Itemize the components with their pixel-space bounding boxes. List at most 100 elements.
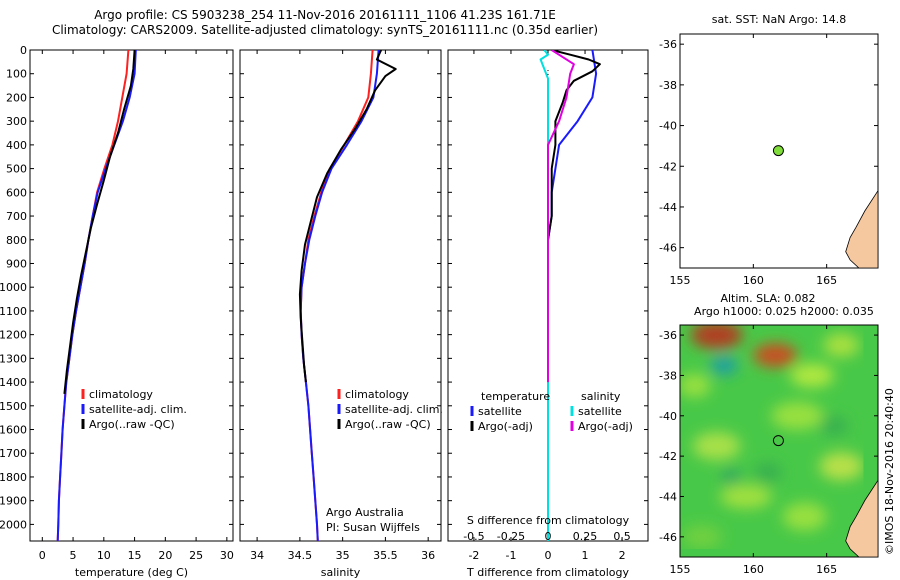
series-group (539, 50, 601, 541)
land-polygon (845, 479, 878, 557)
x-tick-label: 20 (158, 549, 172, 562)
x-tick-label: 165 (816, 274, 837, 287)
y-tick-label: 1000 (0, 281, 27, 294)
legend-label: satellite (478, 405, 522, 418)
legend-label: climatology (345, 388, 409, 401)
y-tick-label: -42 (659, 160, 677, 173)
sla-blob (680, 373, 711, 398)
series-line-sat_s (539, 50, 549, 541)
x2-tick-label: 0.25 (573, 530, 598, 543)
sla-blob (754, 462, 782, 483)
map-frame (679, 324, 879, 558)
map-frame (679, 33, 879, 269)
y-tick-label: 2000 (0, 518, 27, 531)
y-tick-label: -40 (659, 410, 677, 423)
series-line-argo (63, 50, 136, 395)
x-tick-label: 34.5 (288, 549, 313, 562)
y-tick-label: 1600 (0, 424, 27, 437)
x-tick-label: 0 (39, 549, 46, 562)
y-tick-label: -36 (659, 329, 677, 342)
y-tick-label: -38 (659, 79, 677, 92)
x-tick-label: 155 (670, 563, 691, 576)
sla-blob (710, 355, 738, 376)
x-tick-label: -1 (505, 549, 516, 562)
y-tick-label: 900 (6, 257, 27, 270)
y-tick-label: -46 (659, 531, 677, 544)
x-tick-label: -2 (468, 549, 479, 562)
x-tick-label: 35 (336, 549, 350, 562)
series-line-climatology (56, 50, 130, 541)
x-tick-label: 155 (670, 274, 691, 287)
x-tick-label: 34 (250, 549, 264, 562)
series-line-satellite (56, 50, 137, 541)
sla-blob (692, 432, 741, 461)
sla-blob (790, 363, 834, 388)
legend-header: temperature (481, 390, 550, 403)
series-line-satellite (299, 50, 380, 541)
sla-blob (823, 333, 860, 358)
sla-blob (682, 524, 722, 549)
x-tick-label: 15 (128, 549, 142, 562)
x-tick-label: 0 (545, 549, 552, 562)
watermark: ©IMOS 18-Nov-2016 20:40:40 (883, 388, 896, 555)
y-tick-label: 1100 (0, 305, 27, 318)
sla-blob (819, 452, 864, 481)
x2-tick-label: -0.5 (463, 530, 484, 543)
land-polygon (845, 189, 878, 268)
x-tick-label: 165 (816, 563, 837, 576)
sla-title: Altim. SLA: 0.082 (720, 292, 815, 305)
float-marker (772, 435, 784, 447)
x-tick-label: 36 (421, 549, 435, 562)
legend-label: Argo(-adj) (478, 420, 533, 433)
y-tick-label: 700 (6, 210, 27, 223)
y-tick-label: 800 (6, 234, 27, 247)
x-axis-label: salinity (321, 566, 361, 579)
y-tick-label: 600 (6, 186, 27, 199)
legend-label: satellite-adj. clim. (345, 403, 443, 416)
sst-title: sat. SST: NaN Argo: 14.8 (712, 13, 846, 26)
x-tick-label: 35.5 (373, 549, 398, 562)
x2-tick-label: 0 (545, 530, 552, 543)
y-tick-label: 1300 (0, 352, 27, 365)
y-tick-label: 1400 (0, 376, 27, 389)
legend-label: Argo(..raw -QC) (345, 418, 431, 431)
float-marker (772, 145, 784, 157)
legend-label: Argo(..raw -QC) (89, 418, 175, 431)
credit-text: Argo Australia (326, 506, 404, 519)
sla-blob (690, 325, 743, 350)
title-line-1: Argo profile: CS 5903238_254 11-Nov-2016… (94, 8, 556, 22)
series-line-argo_s (547, 50, 575, 383)
sla-blob (771, 401, 824, 430)
map-content (772, 145, 878, 268)
y-tick-label: 200 (6, 91, 27, 104)
y-tick-label: -44 (659, 490, 677, 503)
sla-blob (753, 343, 798, 368)
sla-blob (720, 484, 772, 509)
x-tick-label: 160 (743, 563, 764, 576)
sla-blob (820, 415, 848, 436)
x-tick-label: 10 (97, 549, 111, 562)
series-layer (56, 50, 878, 557)
panel-frame (29, 49, 234, 542)
legend-label: Argo(-adj) (578, 420, 633, 433)
series-group (56, 50, 137, 541)
series-line-argo (298, 50, 397, 383)
y-tick-label: 100 (6, 68, 27, 81)
legend-header: salinity (581, 390, 621, 403)
y-tick-label: -46 (659, 242, 677, 255)
x-tick-label: 30 (220, 549, 234, 562)
y-tick-label: -42 (659, 450, 677, 463)
x-tick-label: 1 (582, 549, 589, 562)
y-tick-label: 0 (20, 44, 27, 57)
x-tick-label: 25 (189, 549, 203, 562)
credit-text: PI: Susan Wijffels (326, 521, 420, 534)
legend-label: climatology (89, 388, 153, 401)
y-tick-label: 400 (6, 139, 27, 152)
series-line-argo (547, 50, 601, 383)
y-tick-label: 300 (6, 115, 27, 128)
sla-blob (721, 468, 742, 485)
panel-frame (239, 49, 442, 542)
legend-label: satellite (578, 405, 622, 418)
x-tick-label: 2 (619, 549, 626, 562)
